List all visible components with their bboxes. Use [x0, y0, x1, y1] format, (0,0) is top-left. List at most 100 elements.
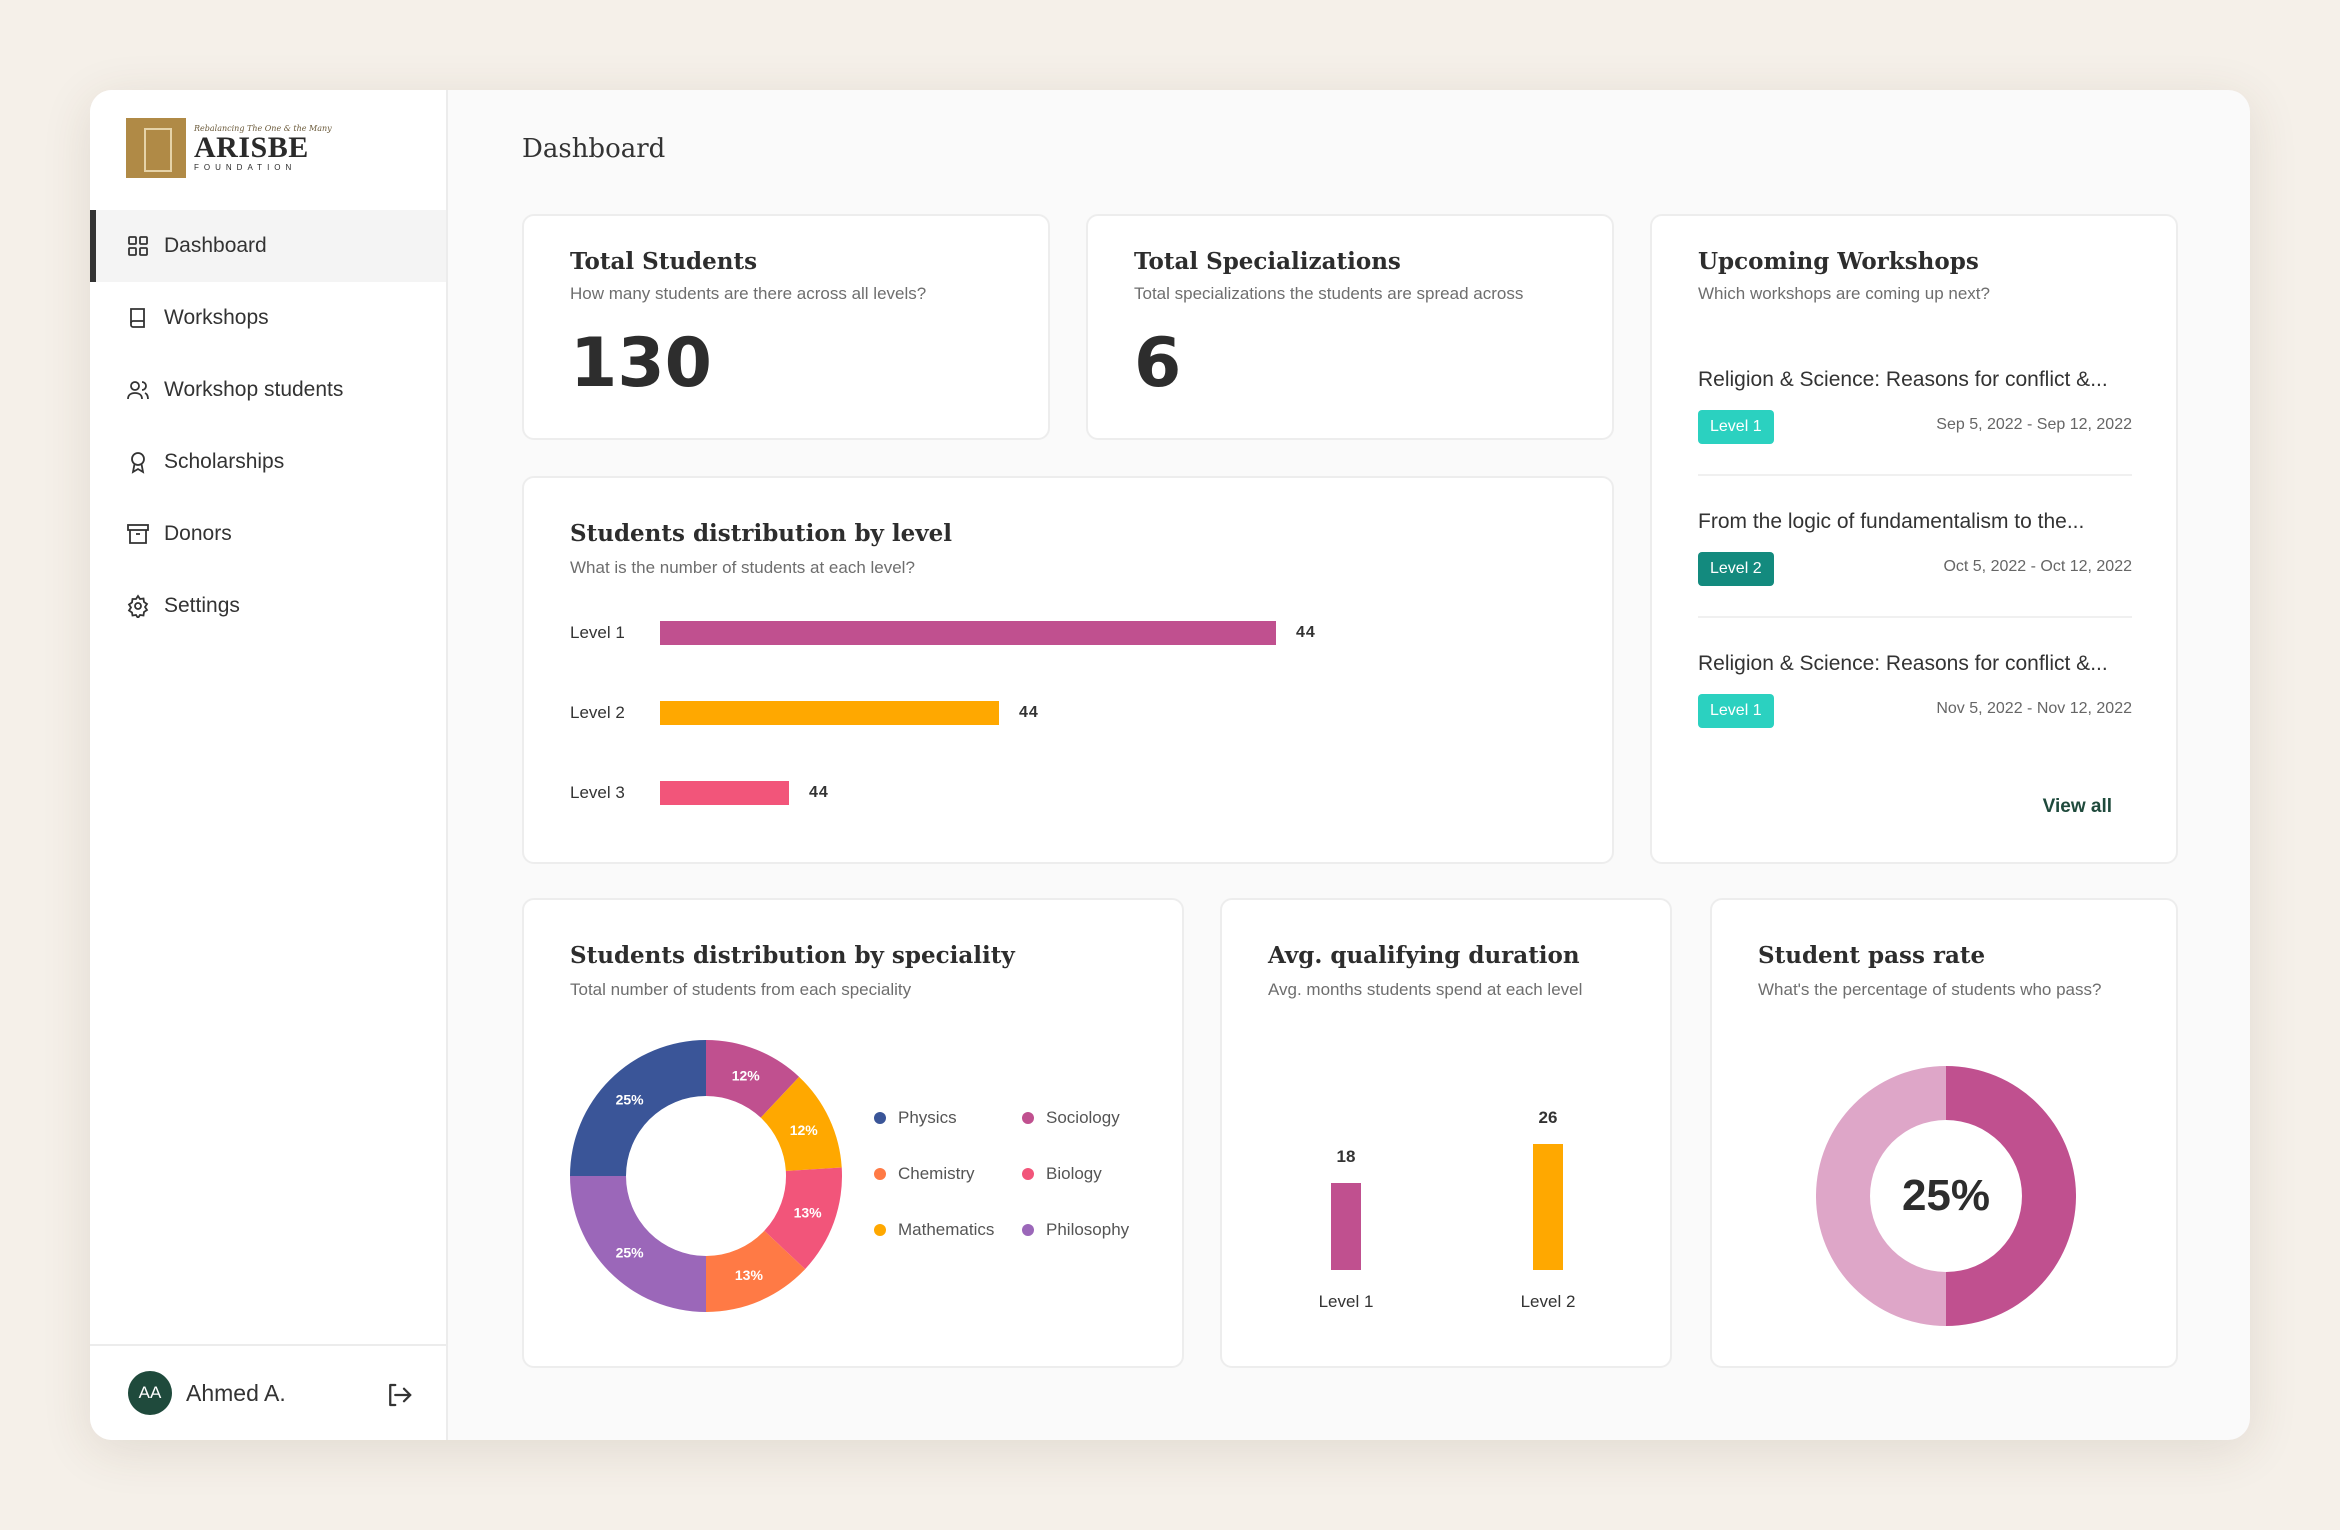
slice-value-label: 25% [616, 1092, 645, 1108]
logout-icon[interactable] [384, 1380, 414, 1410]
view-all-link[interactable]: View all [2042, 796, 2112, 817]
level-badge: Level 1 [1698, 410, 1774, 444]
donut-slice-mathematics[interactable] [760, 1076, 842, 1171]
card-title: Students distribution by speciality [570, 942, 1015, 969]
legend-item: Physics [874, 1108, 957, 1128]
legend-label: Chemistry [898, 1164, 975, 1183]
pass-rate-card: Student pass rate What's the percentage … [1710, 898, 2178, 1368]
speciality-donut-chart: 12% 12% 13% 13% 25% 25% [570, 1040, 842, 1312]
avatar[interactable]: AA [128, 1371, 172, 1415]
legend-dot [874, 1224, 886, 1236]
card-subtitle: How many students are there across all l… [570, 284, 927, 303]
card-title: Students distribution by level [570, 520, 953, 547]
sidebar-item-label: Donors [164, 522, 232, 545]
sidebar-item-label: Workshop students [164, 378, 344, 401]
bar-value-label: 44 [809, 784, 829, 801]
brand-name: ARISBE [194, 131, 309, 164]
sidebar: Rebalancing The One & the Many ARISBE FO… [90, 90, 448, 1440]
legend-label: Philosophy [1046, 1220, 1130, 1239]
user-panel: AA Ahmed A. [90, 1344, 446, 1440]
card-subtitle: Total specializations the students are s… [1134, 284, 1524, 303]
bar[interactable] [1533, 1144, 1563, 1270]
upcoming-workshops-card: Upcoming Workshops Which workshops are c… [1650, 214, 2178, 864]
slice-value-label: 25% [616, 1244, 645, 1260]
users-icon [126, 378, 150, 402]
bar-category-label: Level 3 [570, 783, 625, 802]
brand-subtitle: FOUNDATION [194, 163, 297, 172]
total-specializations-card: Total Specializations Total specializati… [1086, 214, 1614, 440]
donut-slice-philosophy[interactable] [570, 1176, 706, 1312]
bar-value-label: 44 [1296, 624, 1316, 641]
donut-slice-other[interactable] [1816, 1066, 1946, 1326]
sidebar-item-label: Scholarships [164, 450, 285, 473]
total-specializations-value: 6 [1134, 324, 1182, 403]
donut-slice-pass[interactable] [1946, 1066, 2076, 1326]
card-title: Student pass rate [1758, 942, 1986, 969]
sidebar-item-donors[interactable]: Donors [90, 498, 446, 570]
sidebar-item-dashboard[interactable]: Dashboard [90, 210, 446, 282]
logo-emblem [126, 118, 186, 178]
divider [1698, 616, 2132, 618]
slice-value-label: 12% [732, 1068, 761, 1084]
level-distribution-card: Students distribution by level What is t… [522, 476, 1614, 864]
brand-logo[interactable]: Rebalancing The One & the Many ARISBE FO… [126, 118, 332, 178]
archive-icon [126, 522, 150, 546]
donut-slice-physics[interactable] [570, 1040, 706, 1176]
legend-label: Physics [898, 1108, 957, 1127]
legend-item: Biology [1022, 1164, 1102, 1184]
bar-category-label: Level 1 [570, 623, 625, 642]
gear-icon [126, 594, 150, 618]
legend-dot [1022, 1112, 1034, 1124]
speciality-distribution-card: Students distribution by speciality Tota… [522, 898, 1184, 1368]
workshop-dates: Sep 5, 2022 - Sep 12, 2022 [1936, 416, 2132, 433]
legend-dot [1022, 1224, 1034, 1236]
card-title: Total Specializations [1134, 248, 1401, 275]
bar[interactable] [660, 621, 1276, 645]
donut-slice-chemistry[interactable] [706, 1230, 806, 1312]
workshop-item[interactable]: Religion & Science: Reasons for conflict… [1698, 652, 2132, 794]
bar-row: Level 2 44 [570, 698, 1039, 728]
pass-rate-value: 25% [1901, 1171, 1991, 1220]
slice-value-label: 13% [794, 1205, 823, 1221]
workshop-dates: Nov 5, 2022 - Nov 12, 2022 [1936, 700, 2132, 717]
award-icon [126, 450, 150, 474]
book-icon [126, 306, 150, 330]
sidebar-item-settings[interactable]: Settings [90, 570, 446, 642]
workshop-item[interactable]: From the logic of fundamentalism to the.… [1698, 510, 2132, 652]
app-window: Rebalancing The One & the Many ARISBE FO… [90, 90, 2250, 1440]
qualifying-duration-card: Avg. qualifying duration Avg. months stu… [1220, 898, 1672, 1368]
divider [1698, 474, 2132, 476]
sidebar-item-workshops[interactable]: Workshops [90, 282, 446, 354]
legend-label: Biology [1046, 1164, 1102, 1183]
grid-icon [126, 234, 150, 258]
legend-dot [874, 1168, 886, 1180]
workshop-item[interactable]: Religion & Science: Reasons for conflict… [1698, 368, 2132, 510]
workshop-dates: Oct 5, 2022 - Oct 12, 2022 [1943, 558, 2132, 575]
slice-value-label: 12% [790, 1122, 819, 1138]
workshop-title: Religion & Science: Reasons for conflict… [1698, 652, 2108, 675]
sidebar-item-scholarships[interactable]: Scholarships [90, 426, 446, 498]
bar-category-label: Level 1 [1318, 1292, 1374, 1311]
bar-value-label: 18 [1336, 1147, 1356, 1166]
bar[interactable] [660, 701, 999, 725]
card-subtitle: Total number of students from each speci… [570, 980, 912, 999]
card-subtitle: Which workshops are coming up next? [1698, 284, 1990, 303]
slice-value-label: 13% [735, 1267, 764, 1283]
workshop-title: From the logic of fundamentalism to the.… [1698, 510, 2085, 533]
donut-slice-sociology[interactable] [706, 1040, 800, 1118]
sidebar-nav: Dashboard Workshops Workshop students Sc… [90, 210, 446, 642]
card-subtitle: What's the percentage of students who pa… [1758, 980, 2102, 999]
legend-dot [1022, 1168, 1034, 1180]
card-subtitle: What is the number of students at each l… [570, 558, 915, 577]
donut-slice-biology[interactable] [764, 1167, 842, 1270]
level-badge: Level 2 [1698, 552, 1774, 586]
bar[interactable] [660, 781, 789, 805]
legend-item: Mathematics [874, 1220, 994, 1240]
bar-row: Level 1 44 [570, 618, 1316, 648]
legend-label: Mathematics [898, 1220, 995, 1239]
card-title: Avg. qualifying duration [1268, 942, 1580, 969]
sidebar-item-workshop-students[interactable]: Workshop students [90, 354, 446, 426]
page-title: Dashboard [522, 134, 666, 164]
legend-item: Sociology [1022, 1108, 1120, 1128]
bar[interactable] [1331, 1183, 1361, 1270]
